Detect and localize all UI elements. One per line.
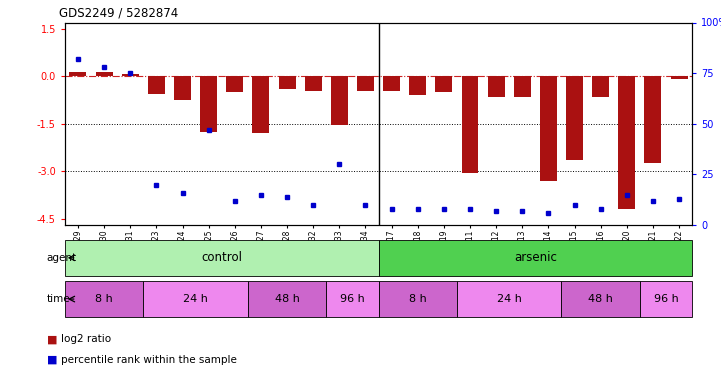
Bar: [326, 281, 379, 317]
Text: control: control: [201, 251, 242, 264]
Text: 8 h: 8 h: [95, 294, 113, 304]
Bar: [122, 74, 138, 76]
Bar: [278, 76, 296, 89]
Bar: [461, 76, 479, 173]
Text: 24 h: 24 h: [497, 294, 522, 304]
Bar: [252, 76, 270, 133]
Bar: [379, 281, 457, 317]
Bar: [357, 76, 374, 90]
Bar: [619, 76, 635, 209]
Bar: [143, 281, 248, 317]
Bar: [592, 76, 609, 97]
Bar: [640, 281, 692, 317]
Text: 48 h: 48 h: [275, 294, 299, 304]
Bar: [487, 76, 505, 97]
Text: 8 h: 8 h: [409, 294, 427, 304]
Bar: [379, 240, 692, 276]
Text: ■: ■: [47, 355, 58, 365]
Bar: [96, 72, 112, 76]
Bar: [435, 76, 452, 92]
Text: agent: agent: [47, 253, 76, 263]
Text: percentile rank within the sample: percentile rank within the sample: [61, 355, 237, 365]
Bar: [410, 76, 426, 95]
Bar: [148, 76, 165, 94]
Bar: [566, 76, 583, 160]
Text: 96 h: 96 h: [340, 294, 365, 304]
Bar: [671, 76, 688, 79]
Bar: [540, 76, 557, 181]
Bar: [457, 281, 562, 317]
Bar: [200, 76, 217, 132]
Bar: [562, 281, 640, 317]
Bar: [65, 281, 143, 317]
Text: arsenic: arsenic: [514, 251, 557, 264]
Bar: [65, 240, 379, 276]
Text: 24 h: 24 h: [183, 294, 208, 304]
Bar: [305, 76, 322, 90]
Bar: [331, 76, 348, 125]
Text: 48 h: 48 h: [588, 294, 613, 304]
Text: time: time: [47, 294, 70, 304]
Text: GDS2249 / 5282874: GDS2249 / 5282874: [58, 7, 178, 20]
Bar: [69, 72, 87, 76]
Bar: [514, 76, 531, 97]
Bar: [645, 76, 661, 163]
Text: log2 ratio: log2 ratio: [61, 334, 112, 344]
Bar: [226, 76, 243, 92]
Bar: [248, 281, 326, 317]
Text: ■: ■: [47, 334, 58, 344]
Bar: [383, 76, 400, 90]
Bar: [174, 76, 191, 100]
Text: 96 h: 96 h: [654, 294, 678, 304]
